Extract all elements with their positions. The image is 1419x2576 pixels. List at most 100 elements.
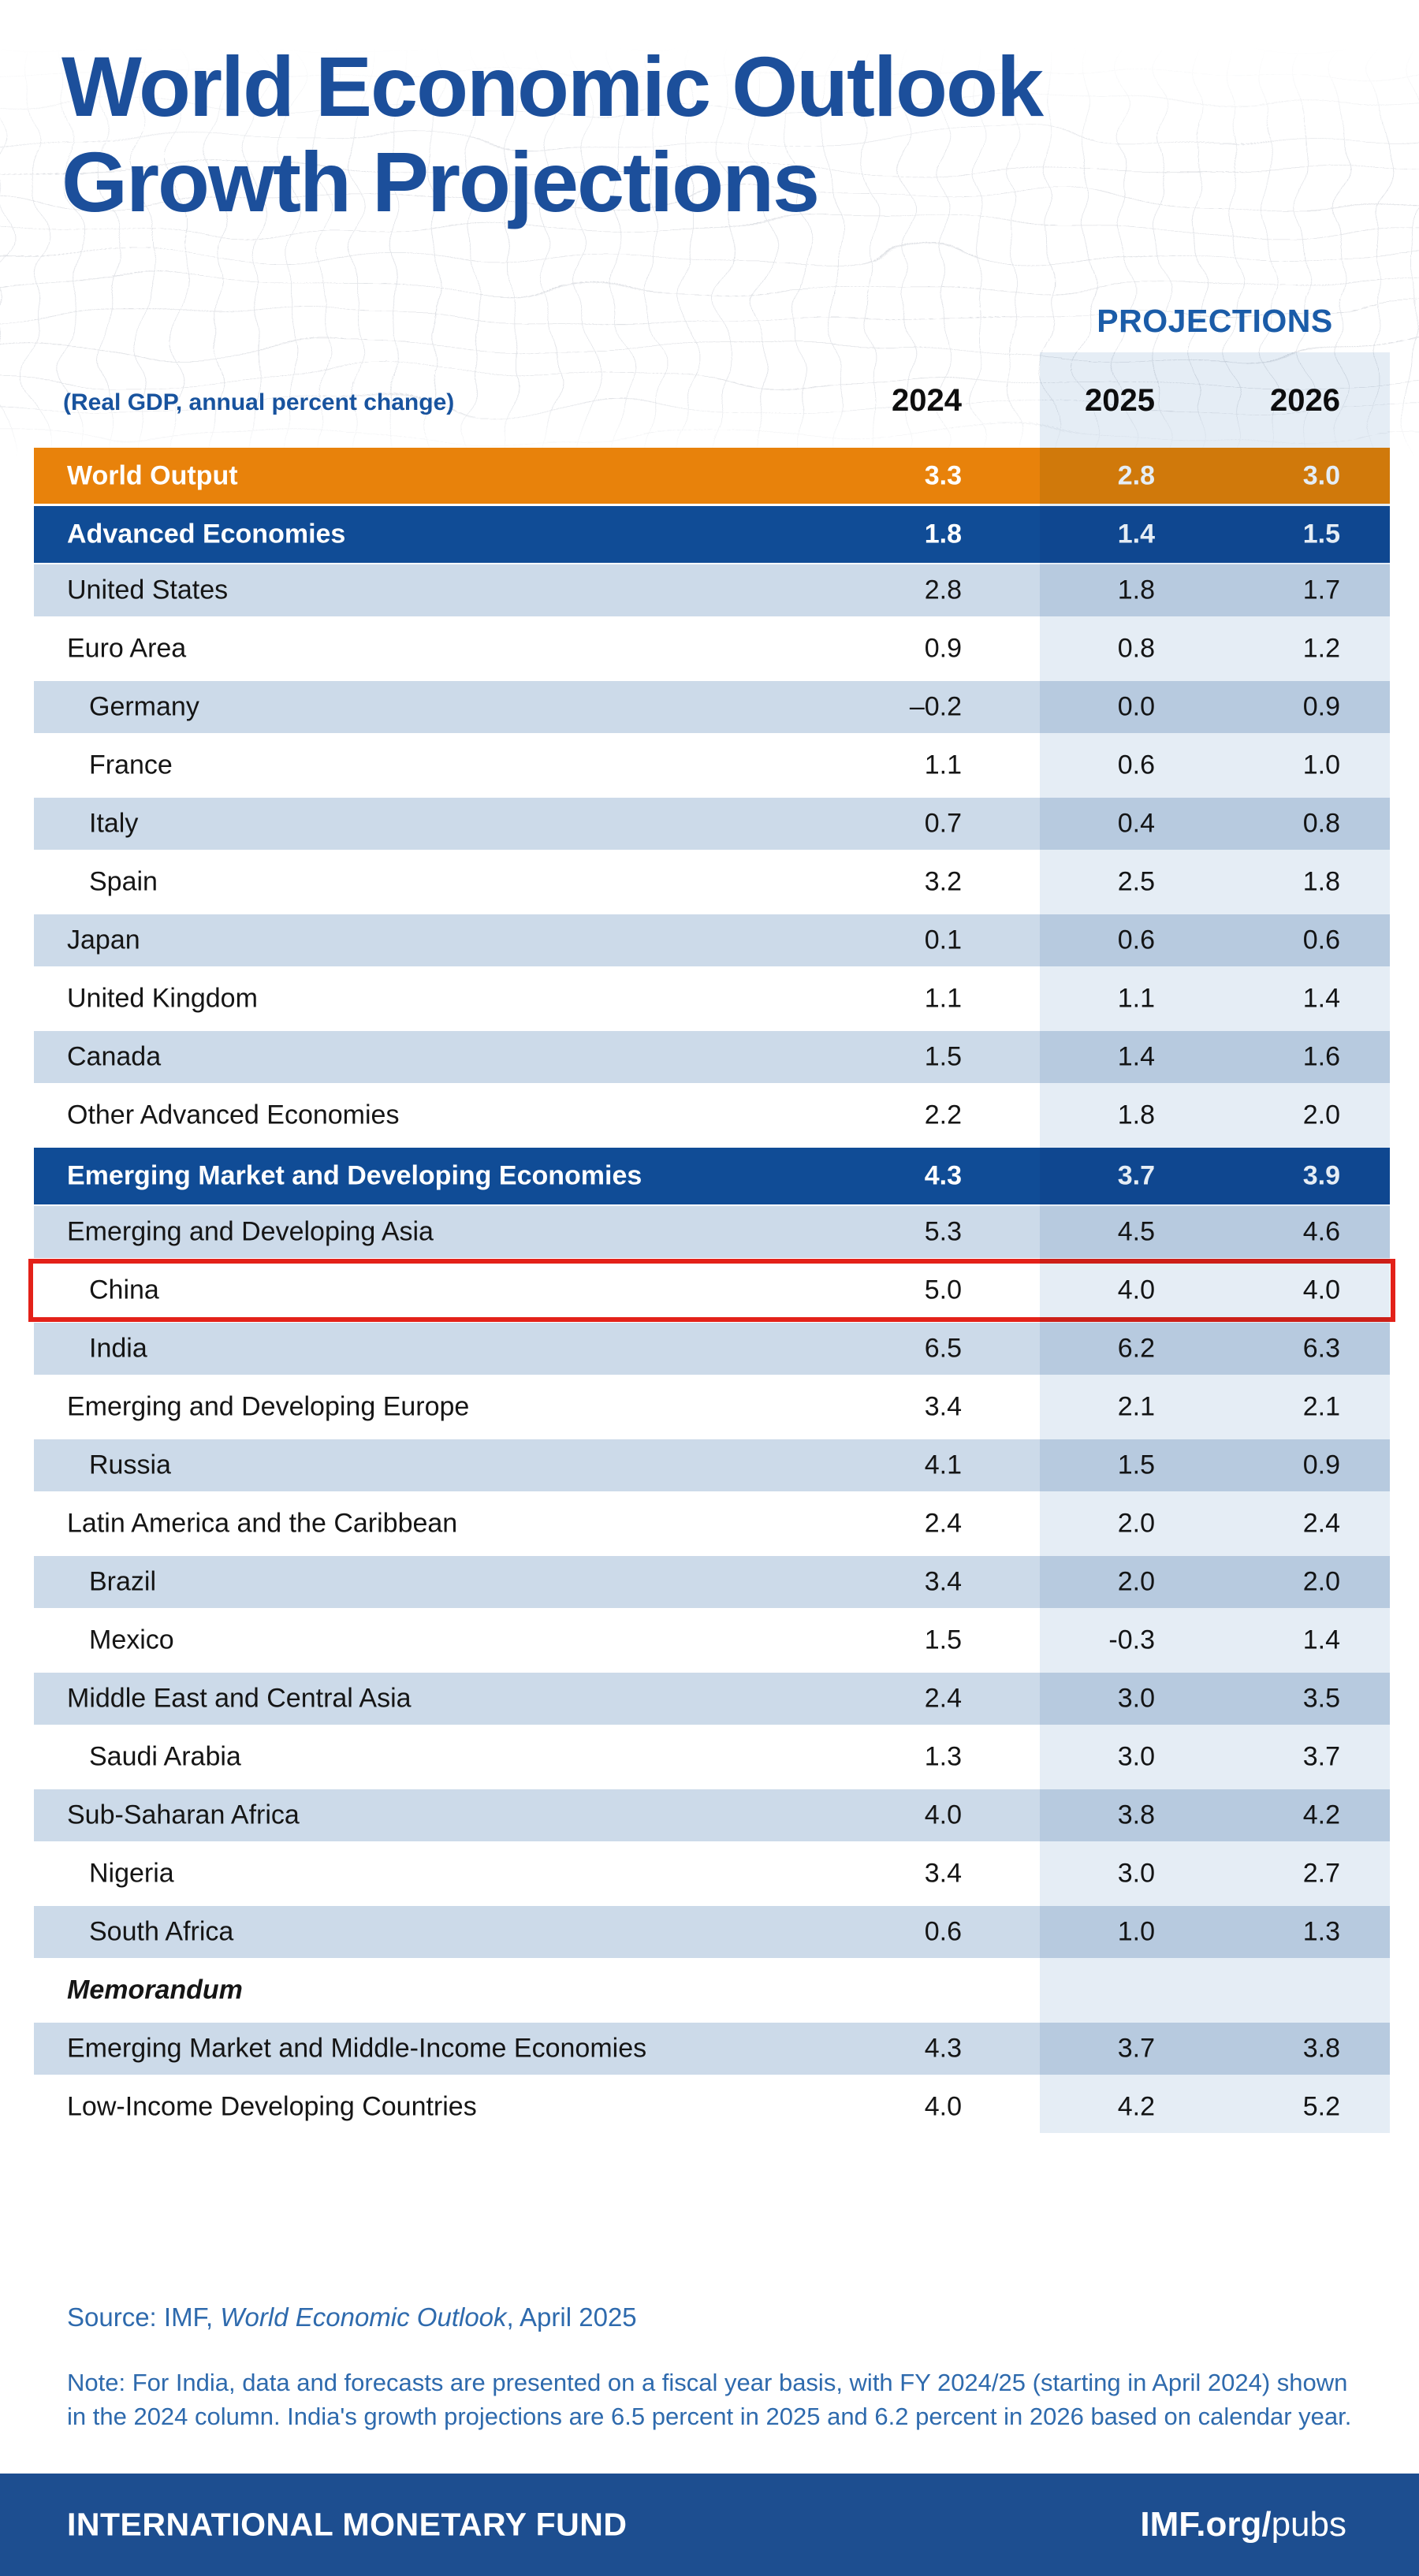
value-2025: 4.2 bbox=[1117, 2091, 1155, 2122]
table-row-sub-saharan-africa: Sub-Saharan Africa 4.0 3.8 4.2 bbox=[34, 1789, 1390, 1841]
table-row-china: China 5.0 4.0 4.0 bbox=[28, 1259, 1395, 1322]
value-2025: 2.0 bbox=[1117, 1566, 1155, 1597]
value-2026: 3.0 bbox=[1302, 460, 1340, 490]
value-2024: 3.4 bbox=[924, 1391, 962, 1422]
value-2026: 4.0 bbox=[1302, 1275, 1340, 1305]
value-2024: 4.1 bbox=[924, 1450, 962, 1480]
table-row-south-africa: South Africa 0.6 1.0 1.3 bbox=[34, 1906, 1390, 1958]
value-2026: 1.4 bbox=[1302, 1625, 1340, 1655]
value-2024: 4.0 bbox=[924, 1800, 962, 1830]
value-2025: 3.0 bbox=[1117, 1683, 1155, 1714]
value-2024: 3.4 bbox=[924, 1566, 962, 1597]
value-2025: 0.4 bbox=[1117, 808, 1155, 839]
value-2024: 1.5 bbox=[924, 1625, 962, 1655]
table-row-memorandum: Memorandum bbox=[34, 1964, 1390, 2016]
row-label: China bbox=[89, 1275, 159, 1305]
source-suffix: , April 2025 bbox=[506, 2302, 637, 2332]
value-2025: 6.2 bbox=[1117, 1333, 1155, 1364]
footer-organization: INTERNATIONAL MONETARY FUND bbox=[67, 2506, 628, 2543]
row-label: United Kingdom bbox=[67, 983, 258, 1014]
row-label: India bbox=[89, 1333, 147, 1364]
row-label: Mexico bbox=[89, 1625, 174, 1655]
value-2026: 3.9 bbox=[1302, 1160, 1340, 1191]
row-label: Other Advanced Economies bbox=[67, 1100, 400, 1130]
footer-website-path: pubs bbox=[1271, 2505, 1346, 2544]
table-row-saudi-arabia: Saudi Arabia 1.3 3.0 3.7 bbox=[34, 1731, 1390, 1783]
value-2026: 1.6 bbox=[1302, 1041, 1340, 1072]
row-label: Emerging and Developing Asia bbox=[67, 1216, 434, 1247]
value-2026: 1.5 bbox=[1302, 519, 1340, 549]
value-2026: 2.0 bbox=[1302, 1100, 1340, 1130]
value-2026: 6.3 bbox=[1302, 1333, 1340, 1364]
value-2026: 3.5 bbox=[1302, 1683, 1340, 1714]
column-header-2024: 2024 bbox=[892, 383, 962, 418]
value-2025: 1.1 bbox=[1117, 983, 1155, 1014]
value-2026: 1.4 bbox=[1302, 983, 1340, 1014]
value-2024: 2.8 bbox=[924, 575, 962, 605]
value-2026: 1.3 bbox=[1302, 1916, 1340, 1947]
table-row-nigeria: Nigeria 3.4 3.0 2.7 bbox=[34, 1848, 1390, 1900]
value-2025: 1.8 bbox=[1117, 1100, 1155, 1130]
value-2026: 5.2 bbox=[1302, 2091, 1340, 2122]
value-2024: 0.6 bbox=[924, 1916, 962, 1947]
table-row-brazil: Brazil 3.4 2.0 2.0 bbox=[34, 1556, 1390, 1608]
table-row-latin-america-and-the-caribbean: Latin America and the Caribbean 2.4 2.0 2.4 bbox=[34, 1498, 1390, 1550]
column-header-2025: 2025 bbox=[1085, 383, 1155, 418]
row-label: Memorandum bbox=[67, 1975, 243, 2005]
column-header-2026: 2026 bbox=[1270, 383, 1340, 418]
value-2026: 2.1 bbox=[1302, 1391, 1340, 1422]
value-2026: 1.7 bbox=[1302, 575, 1340, 605]
table-row-middle-east-and-central-asia: Middle East and Central Asia 2.4 3.0 3.5 bbox=[34, 1673, 1390, 1725]
value-2025: 3.0 bbox=[1117, 1858, 1155, 1889]
value-2024: 1.5 bbox=[924, 1041, 962, 1072]
value-2026: 2.0 bbox=[1302, 1566, 1340, 1597]
table-row-canada: Canada 1.5 1.4 1.6 bbox=[34, 1031, 1390, 1083]
footer-website-bold: IMF.org/ bbox=[1140, 2505, 1272, 2544]
value-2025: 3.7 bbox=[1117, 2033, 1155, 2064]
value-2024: 3.3 bbox=[924, 460, 962, 490]
value-2025: 2.5 bbox=[1117, 866, 1155, 897]
footer-website-link[interactable]: IMF.org/pubs bbox=[1140, 2505, 1346, 2544]
value-2025: 4.0 bbox=[1117, 1275, 1155, 1305]
row-label: Saudi Arabia bbox=[89, 1741, 241, 1772]
table-row-united-kingdom: United Kingdom 1.1 1.1 1.4 bbox=[34, 973, 1390, 1025]
value-2024: 4.3 bbox=[924, 1160, 962, 1191]
value-2026: 0.8 bbox=[1302, 808, 1340, 839]
projections-column-label: PROJECTIONS bbox=[1097, 303, 1333, 339]
page-title: World Economic Outlook Growth Projection… bbox=[61, 39, 1044, 230]
value-2024: 5.0 bbox=[924, 1275, 962, 1305]
value-2025: 2.1 bbox=[1117, 1391, 1155, 1422]
source-prefix: Source: IMF, bbox=[67, 2302, 221, 2332]
table-row-emerging-market-and-middle-income-economies: Emerging Market and Middle-Income Econom… bbox=[34, 2023, 1390, 2075]
table-row-russia: Russia 4.1 1.5 0.9 bbox=[34, 1439, 1390, 1491]
value-2026: 3.8 bbox=[1302, 2033, 1340, 2064]
value-2026: 3.7 bbox=[1302, 1741, 1340, 1772]
value-2026: 0.9 bbox=[1302, 691, 1340, 722]
value-2025: 0.0 bbox=[1117, 691, 1155, 722]
value-2025: 3.7 bbox=[1117, 1160, 1155, 1191]
value-2024: 2.4 bbox=[924, 1683, 962, 1714]
row-label: Middle East and Central Asia bbox=[67, 1683, 412, 1714]
value-2026: 4.2 bbox=[1302, 1800, 1340, 1830]
row-label: Nigeria bbox=[89, 1858, 174, 1889]
table-row-emerging-market-and-developing-economies: Emerging Market and Developing Economies… bbox=[34, 1148, 1390, 1204]
value-2024: 4.3 bbox=[924, 2033, 962, 2064]
table-row-emerging-and-developing-asia: Emerging and Developing Asia 5.3 4.5 4.6 bbox=[34, 1206, 1390, 1258]
value-2024: 1.3 bbox=[924, 1741, 962, 1772]
row-label: Emerging Market and Developing Economies bbox=[67, 1160, 642, 1191]
value-2024: 2.2 bbox=[924, 1100, 962, 1130]
value-2024: 6.5 bbox=[924, 1333, 962, 1364]
value-2024: 0.1 bbox=[924, 925, 962, 955]
row-label: Canada bbox=[67, 1041, 162, 1072]
page-title-line1: World Economic Outlook bbox=[61, 39, 1044, 134]
table-row-germany: Germany –0.2 0.0 0.9 bbox=[34, 681, 1390, 733]
table-row-united-states: United States 2.8 1.8 1.7 bbox=[34, 564, 1390, 616]
row-label: Emerging Market and Middle-Income Econom… bbox=[67, 2033, 647, 2064]
value-2025: 1.5 bbox=[1117, 1450, 1155, 1480]
value-2024: 0.9 bbox=[924, 633, 962, 664]
table-row-france: France 1.1 0.6 1.0 bbox=[34, 739, 1390, 791]
value-2025: 1.0 bbox=[1117, 1916, 1155, 1947]
row-label: South Africa bbox=[89, 1916, 234, 1947]
table-row-mexico: Mexico 1.5 -0.3 1.4 bbox=[34, 1614, 1390, 1666]
